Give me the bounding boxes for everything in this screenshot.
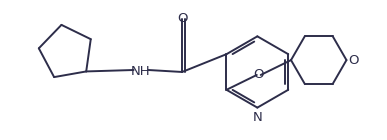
Text: NH: NH xyxy=(131,66,150,79)
Text: N: N xyxy=(252,111,262,124)
Text: O: O xyxy=(253,68,264,81)
Text: O: O xyxy=(177,12,187,25)
Text: O: O xyxy=(348,54,359,67)
